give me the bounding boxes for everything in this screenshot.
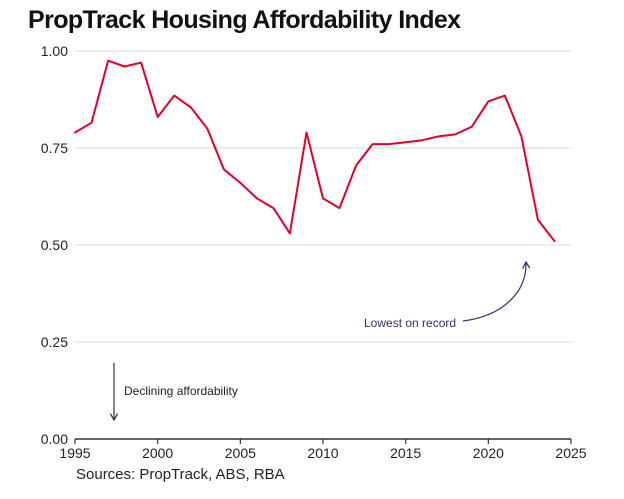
x-tick-label: 2000 xyxy=(142,445,173,461)
source-note: Sources: PropTrack, ABS, RBA xyxy=(76,466,285,483)
x-tick-label: 1995 xyxy=(59,445,90,461)
x-tick-label: 2015 xyxy=(390,445,421,461)
declining-affordability-label: Declining affordability xyxy=(124,384,238,398)
x-tick-label: 2010 xyxy=(307,445,338,461)
y-tick-label: 0.00 xyxy=(41,431,68,447)
lowest-on-record-label: Lowest on record xyxy=(364,316,456,330)
y-tick-label: 0.75 xyxy=(41,140,68,156)
x-tick-label: 2025 xyxy=(555,445,586,461)
gridlines xyxy=(75,50,571,343)
chart-title: PropTrack Housing Affordability Index xyxy=(28,6,461,34)
y-tick-label: 0.25 xyxy=(41,334,68,350)
series-layer xyxy=(74,59,556,243)
y-tick-label: 0.50 xyxy=(41,237,68,253)
y-tick-label: 1.00 xyxy=(41,43,68,59)
axes: 0.00 0.25 0.50 0.75 1.00 1995 2000 2005 2010 2015… xyxy=(41,43,587,461)
series-line-affordability-index xyxy=(74,59,556,243)
annotations: Lowest on record Declining affordability xyxy=(109,260,531,422)
x-tick-label: 2005 xyxy=(225,445,256,461)
lowest-on-record-arrow xyxy=(462,260,531,322)
x-tick-label: 2020 xyxy=(473,445,504,461)
